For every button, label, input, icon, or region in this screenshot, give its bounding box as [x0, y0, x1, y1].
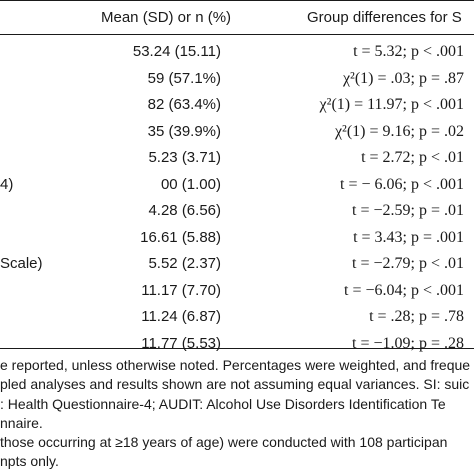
row-test-statistic: t = 5.32; p < .001	[353, 43, 464, 60]
row-mean-value: 11.17 (7.70)	[141, 281, 221, 299]
row-mean-value: 16.61 (5.88)	[140, 228, 221, 246]
footnote-line: those occurring at ≥18 years of age) wer…	[0, 434, 448, 451]
table-row: 5.23 (3.71) t = 2.72; p < .01	[0, 145, 474, 171]
table-row: 11.24 (6.87) t = .28; p = .78	[0, 304, 474, 330]
header-rule	[0, 34, 474, 35]
row-test-statistic: t = − 6.06; p < .001	[340, 175, 464, 193]
table-row: 59 (57.1%) χ²(1) = .03; p = .87	[0, 66, 474, 92]
column-header-mean: Mean (SD) or n (%)	[101, 9, 232, 26]
row-test-statistic: t = −2.79; p < .01	[352, 255, 464, 272]
row-mean-value: 11.77 (5.53)	[141, 334, 221, 352]
row-label: Scale)	[0, 255, 43, 272]
footnote-line: : Health Questionnaire-4; AUDIT: Alcohol…	[0, 395, 446, 412]
row-mean-value: 4.28 (6.56)	[148, 202, 221, 219]
table-bottom-rule	[0, 348, 474, 349]
table-footnotes: e reported, unless otherwise noted. Perc…	[0, 356, 474, 472]
table-row: 4) 00 (1.00) t = − 6.06; p < .001	[0, 172, 474, 198]
row-test-statistic: t = −2.59; p = .01	[352, 202, 464, 219]
footnote-line: nnaire.	[0, 414, 43, 431]
footnote-line: npts only.	[0, 453, 59, 470]
footnote-line: pled analyses and results shown are not …	[0, 376, 470, 393]
row-test-statistic: χ²(1) = .03; p = .87	[342, 69, 464, 87]
row-test-statistic: χ²(1) = 11.97; p < .001	[319, 96, 464, 113]
row-mean-value: 35 (39.9%)	[147, 122, 221, 140]
table-row: 11.77 (5.53) t = −1.09; p = .28	[0, 331, 474, 357]
row-mean-value: 82 (63.4%)	[147, 96, 221, 113]
row-label: 4)	[0, 175, 14, 193]
row-test-statistic: t = −1.09; p = .28	[352, 334, 464, 352]
table-row: 82 (63.4%) χ²(1) = 11.97; p < .001	[0, 92, 474, 118]
row-test-statistic: χ²(1) = 9.16; p = .02	[334, 122, 464, 140]
table-row: 11.17 (7.70) t = −6.04; p < .001	[0, 278, 474, 304]
row-test-statistic: t = 2.72; p < .01	[361, 149, 464, 166]
table-top-rule	[0, 0, 474, 1]
row-mean-value: 5.23 (3.71)	[148, 149, 221, 166]
table-row: 35 (39.9%) χ²(1) = 9.16; p = .02	[0, 119, 474, 145]
table-row: 16.61 (5.88) t = 3.43; p = .001	[0, 225, 474, 251]
row-test-statistic: t = 3.43; p = .001	[353, 228, 464, 246]
footnote-line: e reported, unless otherwise noted. Perc…	[0, 357, 471, 373]
column-header-group-differences: Group differences for S	[307, 9, 462, 26]
table-row: 53.24 (15.11) t = 5.32; p < .001	[0, 39, 474, 65]
row-mean-value: 5.52 (2.37)	[148, 255, 221, 272]
row-mean-value: 59 (57.1%)	[147, 69, 221, 87]
row-test-statistic: t = .28; p = .78	[369, 308, 464, 325]
table-row: 4.28 (6.56) t = −2.59; p = .01	[0, 198, 474, 224]
row-mean-value: 11.24 (6.87)	[141, 308, 221, 325]
table-row: Scale) 5.52 (2.37) t = −2.79; p < .01	[0, 251, 474, 277]
row-mean-value: 53.24 (15.11)	[132, 43, 221, 60]
row-test-statistic: t = −6.04; p < .001	[344, 281, 464, 299]
row-mean-value: 00 (1.00)	[160, 175, 221, 193]
